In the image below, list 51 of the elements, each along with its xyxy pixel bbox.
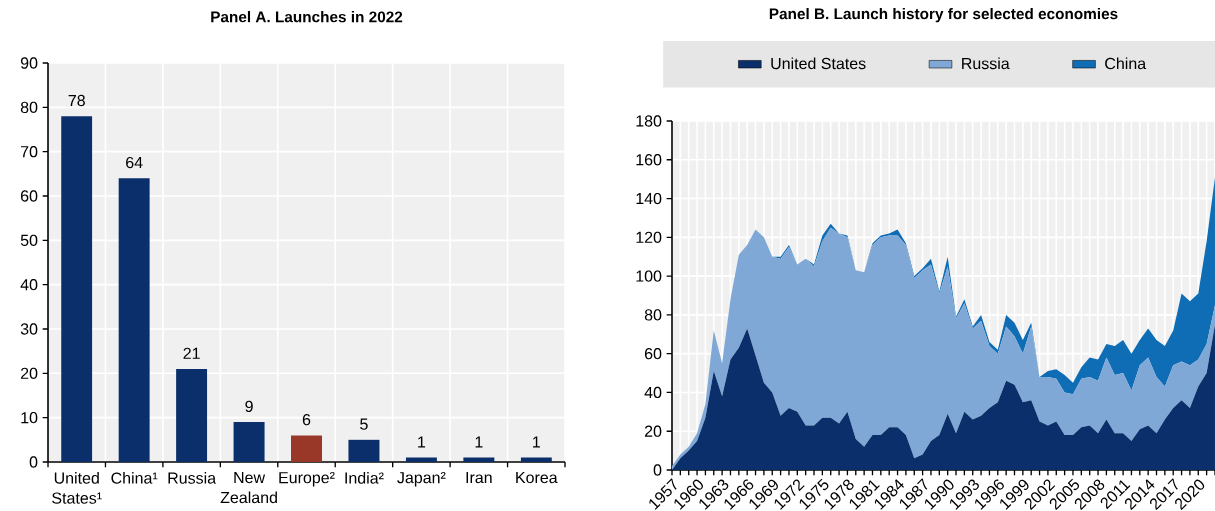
y-tick-label: 40 — [644, 386, 662, 399]
x-tick-label: Japan² — [397, 472, 446, 487]
x-tick-label: New Zealand — [220, 472, 277, 504]
x-tick-label: China¹ — [111, 472, 158, 484]
data-label: 1 — [475, 436, 483, 448]
data-label: 78 — [68, 94, 85, 107]
data-label: 64 — [126, 156, 143, 169]
y-tick-label: 20 — [644, 425, 662, 437]
y-tick-label: 60 — [644, 348, 662, 360]
x-tick-label: Russia — [168, 472, 217, 484]
data-label: 1 — [533, 436, 540, 448]
y-tick-label: 0 — [29, 456, 38, 468]
bar — [405, 457, 437, 462]
data-label: 21 — [183, 347, 200, 359]
x-tick-label: Korea — [516, 472, 558, 484]
x-tick-label: United States¹ — [52, 472, 102, 504]
data-label: 5 — [360, 418, 368, 430]
y-tick-label: 80 — [20, 101, 38, 113]
bar — [61, 116, 93, 462]
legend-label: Russia — [962, 57, 1010, 70]
y-tick-label: 180 — [636, 115, 662, 127]
chart-title: Panel A. Launches in 2022 — [211, 11, 403, 23]
bar — [233, 422, 265, 462]
y-tick-label: 70 — [20, 146, 38, 158]
bar — [291, 435, 323, 462]
legend-label: China — [1105, 57, 1147, 70]
legend-label: United States — [771, 57, 866, 70]
y-tick-label: 120 — [636, 231, 662, 243]
x-tick-label: India² — [345, 472, 384, 484]
y-tick-label: 40 — [20, 279, 38, 291]
bar — [118, 178, 150, 462]
bar — [520, 457, 552, 462]
y-tick-label: 140 — [636, 192, 662, 205]
y-tick-label: 80 — [644, 309, 662, 321]
data-label: 9 — [245, 400, 253, 413]
y-tick-label: 90 — [20, 57, 38, 69]
bar — [176, 368, 208, 462]
x-tick-label: Iran — [466, 472, 492, 484]
bar — [348, 439, 380, 462]
y-tick-label: 50 — [20, 234, 38, 246]
x-tick-label: Europe² — [279, 472, 335, 487]
y-tick-label: 10 — [21, 412, 38, 424]
data-label: 6 — [302, 414, 311, 426]
y-tick-label: 100 — [636, 270, 662, 282]
y-tick-label: 0 — [653, 464, 662, 476]
y-tick-label: 160 — [636, 154, 662, 166]
chart-title: Panel B. Launch history for selected economies — [769, 8, 1118, 23]
data-label: 1 — [418, 436, 426, 448]
y-tick-label: 60 — [20, 190, 38, 202]
y-tick-label: 20 — [20, 367, 38, 379]
y-tick-label: 30 — [20, 323, 38, 335]
